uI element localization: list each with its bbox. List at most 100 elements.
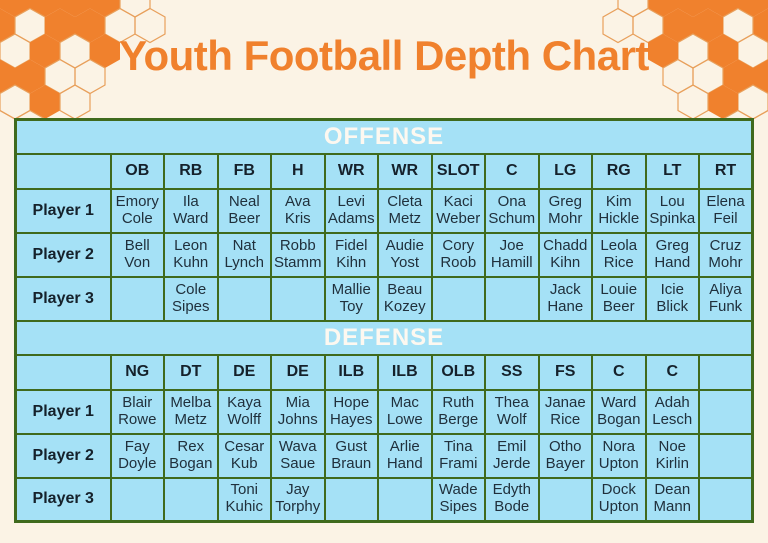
- page-title: Youth Football Depth Chart: [119, 32, 649, 79]
- section-band-row-defense: DEFENSE: [14, 319, 754, 356]
- player-cell-offense-3-1: Cole Sipes: [163, 275, 219, 322]
- player-cell-defense-3-4: [323, 476, 379, 523]
- player-cell-defense-3-5: [377, 476, 433, 523]
- position-header-offense-0: OB: [109, 152, 165, 190]
- position-header-defense-2: DE: [216, 353, 272, 391]
- player-row-offense-1: Player 1 Emory Cole Ila Ward Neal Beer Ava Kris L…: [14, 187, 754, 234]
- position-header-defense-7: SS: [484, 353, 540, 391]
- position-header-offense-10: LT: [644, 152, 700, 190]
- position-header-offense-4: WR: [323, 152, 379, 190]
- player-cell-defense-1-11: [698, 388, 754, 435]
- player-cell-offense-2-10: Greg Hand: [644, 231, 700, 278]
- player-cell-offense-2-9: Leola Rice: [591, 231, 647, 278]
- player-cell-offense-1-6: Kaci Weber: [430, 187, 486, 234]
- player-cell-offense-1-4: Levi Adams: [323, 187, 379, 234]
- position-header-offense-7: C: [484, 152, 540, 190]
- row-label-defense-2: Player 2: [14, 432, 112, 479]
- position-header-offense-8: LG: [537, 152, 593, 190]
- player-cell-defense-1-9: Ward Bogan: [591, 388, 647, 435]
- corner-cell-offense: [14, 152, 112, 190]
- position-header-row-defense: NG DT DE DE ILB ILB OLB SS FS C C: [14, 353, 754, 391]
- player-cell-offense-3-5: Beau Kozey: [377, 275, 433, 322]
- player-cell-offense-1-11: Elena Feil: [698, 187, 754, 234]
- position-header-offense-1: RB: [163, 152, 219, 190]
- position-header-defense-3: DE: [270, 353, 326, 391]
- position-header-defense-8: FS: [537, 353, 593, 391]
- player-cell-offense-2-7: Joe Hamill: [484, 231, 540, 278]
- player-cell-offense-2-4: Fidel Kihn: [323, 231, 379, 278]
- corner-cell-defense: [14, 353, 112, 391]
- player-cell-offense-1-10: Lou Spinka: [644, 187, 700, 234]
- row-label-defense-1: Player 1: [14, 388, 112, 435]
- player-cell-offense-3-9: Louie Beer: [591, 275, 647, 322]
- position-header-row-offense: OB RB FB H WR WR SLOT C LG RG LT RT: [14, 152, 754, 190]
- player-cell-offense-2-6: Cory Roob: [430, 231, 486, 278]
- section-title-defense: DEFENSE: [14, 319, 754, 356]
- player-cell-offense-3-10: Icie Blick: [644, 275, 700, 322]
- position-header-offense-3: H: [270, 152, 326, 190]
- player-cell-offense-2-1: Leon Kuhn: [163, 231, 219, 278]
- player-cell-offense-2-8: Chadd Kihn: [537, 231, 593, 278]
- player-cell-offense-3-8: Jack Hane: [537, 275, 593, 322]
- player-cell-offense-3-6: [430, 275, 486, 322]
- player-cell-offense-3-4: Mallie Toy: [323, 275, 379, 322]
- player-row-defense-2: Player 2 Fay Doyle Rex Bogan Cesar Kub Wava Saue…: [14, 432, 754, 479]
- player-cell-offense-2-0: Bell Von: [109, 231, 165, 278]
- position-header-offense-6: SLOT: [430, 152, 486, 190]
- player-cell-defense-2-11: [698, 432, 754, 479]
- position-header-offense-11: RT: [698, 152, 754, 190]
- player-cell-defense-2-9: Nora Upton: [591, 432, 647, 479]
- player-cell-defense-1-0: Blair Rowe: [109, 388, 165, 435]
- position-header-defense-6: OLB: [430, 353, 486, 391]
- player-cell-defense-1-10: Adah Lesch: [644, 388, 700, 435]
- position-header-offense-5: WR: [377, 152, 433, 190]
- player-cell-defense-3-1: [163, 476, 219, 523]
- player-cell-offense-1-9: Kim Hickle: [591, 187, 647, 234]
- player-row-defense-3: Player 3 Toni Kuhic Jay Torphy Wade Sipes Edyth…: [14, 476, 754, 523]
- player-cell-defense-1-1: Melba Metz: [163, 388, 219, 435]
- player-cell-defense-3-11: [698, 476, 754, 523]
- player-cell-defense-1-4: Hope Hayes: [323, 388, 379, 435]
- row-label-defense-3: Player 3: [14, 476, 112, 523]
- player-cell-offense-3-11: Aliya Funk: [698, 275, 754, 322]
- player-cell-offense-2-11: Cruz Mohr: [698, 231, 754, 278]
- position-header-defense-4: ILB: [323, 353, 379, 391]
- player-cell-defense-3-6: Wade Sipes: [430, 476, 486, 523]
- position-header-defense-5: ILB: [377, 353, 433, 391]
- player-cell-defense-1-5: Mac Lowe: [377, 388, 433, 435]
- player-cell-defense-3-10: Dean Mann: [644, 476, 700, 523]
- section-title-offense: OFFENSE: [14, 118, 754, 155]
- player-row-offense-3: Player 3 Cole Sipes Mallie Toy Beau Kozey Jack H…: [14, 275, 754, 322]
- player-cell-offense-2-2: Nat Lynch: [216, 231, 272, 278]
- row-label-offense-1: Player 1: [14, 187, 112, 234]
- player-cell-defense-3-7: Edyth Bode: [484, 476, 540, 523]
- player-cell-offense-3-3: [270, 275, 326, 322]
- player-cell-defense-2-8: Otho Bayer: [537, 432, 593, 479]
- player-cell-offense-3-2: [216, 275, 272, 322]
- player-cell-defense-1-8: Janae Rice: [537, 388, 593, 435]
- player-cell-offense-2-5: Audie Yost: [377, 231, 433, 278]
- player-cell-offense-3-7: [484, 275, 540, 322]
- position-header-defense-11: [698, 353, 754, 391]
- player-row-defense-1: Player 1 Blair Rowe Melba Metz Kaya Wolff Mia Jo…: [14, 388, 754, 435]
- player-cell-defense-2-10: Noe Kirlin: [644, 432, 700, 479]
- player-cell-defense-2-5: Arlie Hand: [377, 432, 433, 479]
- position-header-defense-0: NG: [109, 353, 165, 391]
- player-cell-defense-3-0: [109, 476, 165, 523]
- player-row-offense-2: Player 2 Bell Von Leon Kuhn Nat Lynch Robb Stamm…: [14, 231, 754, 278]
- player-cell-defense-2-2: Cesar Kub: [216, 432, 272, 479]
- player-cell-defense-1-3: Mia Johns: [270, 388, 326, 435]
- player-cell-defense-2-3: Wava Saue: [270, 432, 326, 479]
- position-header-defense-10: C: [644, 353, 700, 391]
- row-label-offense-3: Player 3: [14, 275, 112, 322]
- row-label-offense-2: Player 2: [14, 231, 112, 278]
- position-header-offense-9: RG: [591, 152, 647, 190]
- player-cell-offense-1-1: Ila Ward: [163, 187, 219, 234]
- player-cell-offense-1-8: Greg Mohr: [537, 187, 593, 234]
- player-cell-offense-1-3: Ava Kris: [270, 187, 326, 234]
- player-cell-defense-3-3: Jay Torphy: [270, 476, 326, 523]
- player-cell-defense-2-0: Fay Doyle: [109, 432, 165, 479]
- section-band-row-offense: OFFENSE: [14, 118, 754, 155]
